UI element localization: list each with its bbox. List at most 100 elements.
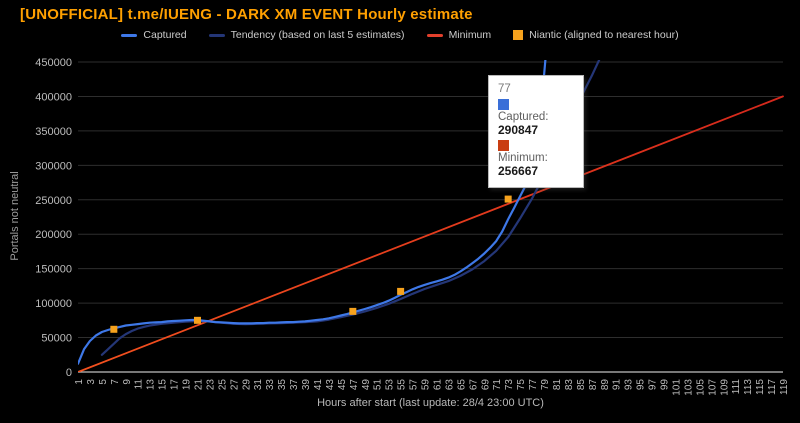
tooltip-hour: 77 (498, 83, 511, 95)
x-tick-label: 73 (504, 379, 515, 391)
niantic-point[interactable] (349, 307, 357, 315)
y-tick-label: 200000 (35, 229, 72, 241)
x-tick-label: 105 (695, 379, 706, 396)
x-tick-label: 45 (337, 379, 348, 391)
tendency-line[interactable] (100, 55, 602, 356)
x-tick-label: 109 (719, 379, 730, 396)
x-tick-label: 93 (624, 379, 635, 391)
y-tick-label: 450000 (35, 57, 72, 69)
x-tick-label: 95 (636, 379, 647, 391)
x-tick-label: 33 (265, 379, 276, 391)
y-tick-label: 50000 (41, 333, 72, 345)
x-tick-label: 39 (301, 379, 312, 391)
minimum-swatch-icon (426, 33, 443, 37)
x-tick-label: 91 (612, 379, 623, 391)
x-tick-label: 5 (98, 379, 109, 385)
x-tick-label: 21 (193, 379, 204, 391)
minimum-series-swatch (498, 140, 509, 151)
x-tick-label: 9 (122, 379, 133, 385)
legend-item-tendency[interactable]: Tendency (based on last 5 estimates) (208, 29, 405, 41)
legend-item-captured[interactable]: Captured (121, 29, 187, 41)
x-axis-title: Hours after start (last update: 28/4 23:… (317, 397, 544, 409)
x-tick-label: 99 (660, 379, 671, 391)
x-tick-label: 103 (683, 379, 694, 396)
x-tick-label: 59 (421, 379, 432, 391)
x-tick-label: 87 (588, 379, 599, 391)
x-tick-label: 37 (289, 379, 300, 391)
x-tick-label: 79 (540, 379, 551, 391)
captured-line[interactable] (78, 48, 547, 365)
niantic-point[interactable] (504, 195, 512, 203)
legend-label-niantic: Niantic (aligned to nearest hour) (529, 29, 679, 41)
x-tick-label: 27 (229, 379, 240, 391)
niantic-swatch-icon (513, 30, 524, 40)
x-tick-label: 101 (671, 379, 682, 396)
legend-label-tendency: Tendency (based on last 5 estimates) (230, 29, 405, 41)
captured-series-swatch (498, 99, 509, 110)
x-tick-label: 113 (743, 379, 754, 395)
x-tick-label: 115 (755, 379, 766, 395)
x-tick-label: 97 (648, 379, 659, 391)
chart-legend: Captured Tendency (based on last 5 estima… (0, 29, 800, 41)
legend-item-minimum[interactable]: Minimum (426, 29, 492, 41)
y-tick-label: 0 (66, 367, 72, 379)
x-tick-label: 67 (468, 379, 479, 391)
x-tick-label: 107 (707, 379, 718, 396)
x-tick-label: 51 (373, 379, 384, 391)
x-tick-label: 111 (731, 379, 742, 395)
x-tick-label: 49 (361, 379, 372, 391)
y-tick-label: 150000 (35, 264, 72, 276)
x-tick-label: 65 (456, 379, 467, 391)
captured-swatch-icon (121, 33, 138, 37)
x-tick-label: 35 (277, 379, 288, 391)
y-tick-label: 250000 (35, 195, 72, 207)
x-tick-label: 13 (146, 379, 157, 391)
y-tick-label: 300000 (35, 160, 72, 172)
y-axis-title: Portals not neutral (9, 171, 21, 261)
x-tick-label: 29 (241, 379, 252, 391)
niantic-point[interactable] (110, 325, 118, 333)
niantic-point[interactable] (193, 316, 201, 324)
x-tick-label: 41 (313, 379, 324, 391)
minimum-line[interactable] (78, 95, 784, 372)
x-tick-label: 53 (385, 379, 396, 391)
x-tick-label: 83 (564, 379, 575, 391)
x-tick-label: 17 (170, 379, 181, 391)
x-tick-label: 57 (409, 379, 420, 391)
tooltip: 77 Captured: 290847 Minimum: 256667 (488, 75, 584, 188)
y-tick-label: 350000 (35, 126, 72, 138)
tooltip-minimum-value: 256667 (498, 164, 539, 178)
tooltip-captured-value: 290847 (498, 123, 539, 137)
tendency-swatch-icon (208, 33, 225, 37)
y-tick-label: 100000 (35, 298, 72, 310)
x-tick-label: 7 (110, 379, 121, 385)
tooltip-captured-label: Captured: (498, 111, 549, 123)
x-tick-label: 3 (86, 379, 97, 385)
legend-item-niantic[interactable]: Niantic (aligned to nearest hour) (513, 29, 679, 41)
x-tick-label: 75 (516, 379, 527, 391)
x-tick-label: 55 (397, 379, 408, 391)
x-tick-label: 31 (253, 379, 264, 391)
x-tick-label: 85 (576, 379, 587, 391)
niantic-point[interactable] (397, 287, 405, 295)
legend-label-minimum: Minimum (448, 29, 492, 41)
tooltip-minimum-label: Minimum: (498, 152, 548, 164)
y-tick-label: 400000 (35, 91, 72, 103)
x-tick-label: 11 (134, 379, 145, 390)
legend-label-captured: Captured (143, 29, 187, 41)
x-tick-label: 23 (205, 379, 216, 391)
x-tick-label: 1 (74, 379, 85, 385)
x-tick-label: 81 (552, 379, 563, 391)
x-tick-label: 43 (325, 379, 336, 391)
x-tick-label: 63 (444, 379, 455, 391)
x-tick-label: 89 (600, 379, 611, 391)
x-tick-label: 69 (480, 379, 491, 391)
x-tick-label: 117 (767, 379, 778, 395)
x-tick-label: 61 (432, 379, 443, 391)
x-tick-label: 47 (349, 379, 360, 391)
x-tick-label: 71 (492, 379, 503, 391)
x-tick-label: 25 (217, 379, 228, 391)
x-tick-label: 77 (528, 379, 539, 391)
x-tick-label: 119 (779, 379, 790, 395)
